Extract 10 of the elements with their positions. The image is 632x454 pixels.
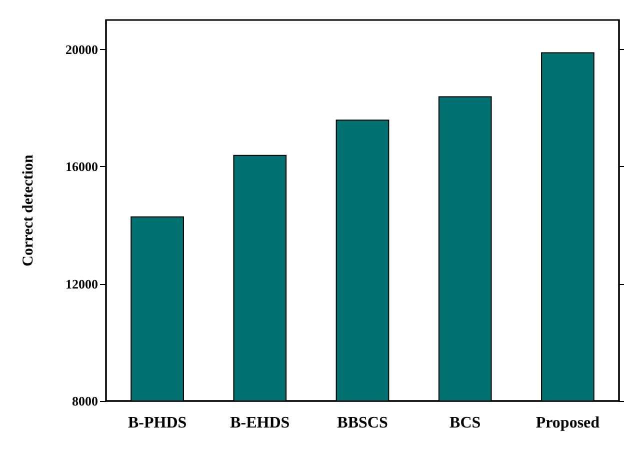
y-tick-label: 12000 <box>66 276 98 292</box>
x-tick-label: B-PHDS <box>128 414 187 432</box>
y-tick-label: 16000 <box>66 159 98 174</box>
y-axis-title: Correct detection <box>20 154 36 266</box>
y-tick-label: 8000 <box>72 394 98 408</box>
x-tick-label: BBSCS <box>337 414 388 432</box>
x-tick-label: Proposed <box>536 414 600 432</box>
x-tick-label: BCS <box>450 414 481 432</box>
y-tick-label: 20000 <box>66 42 98 57</box>
x-tick-label: B-EHDS <box>230 414 290 432</box>
